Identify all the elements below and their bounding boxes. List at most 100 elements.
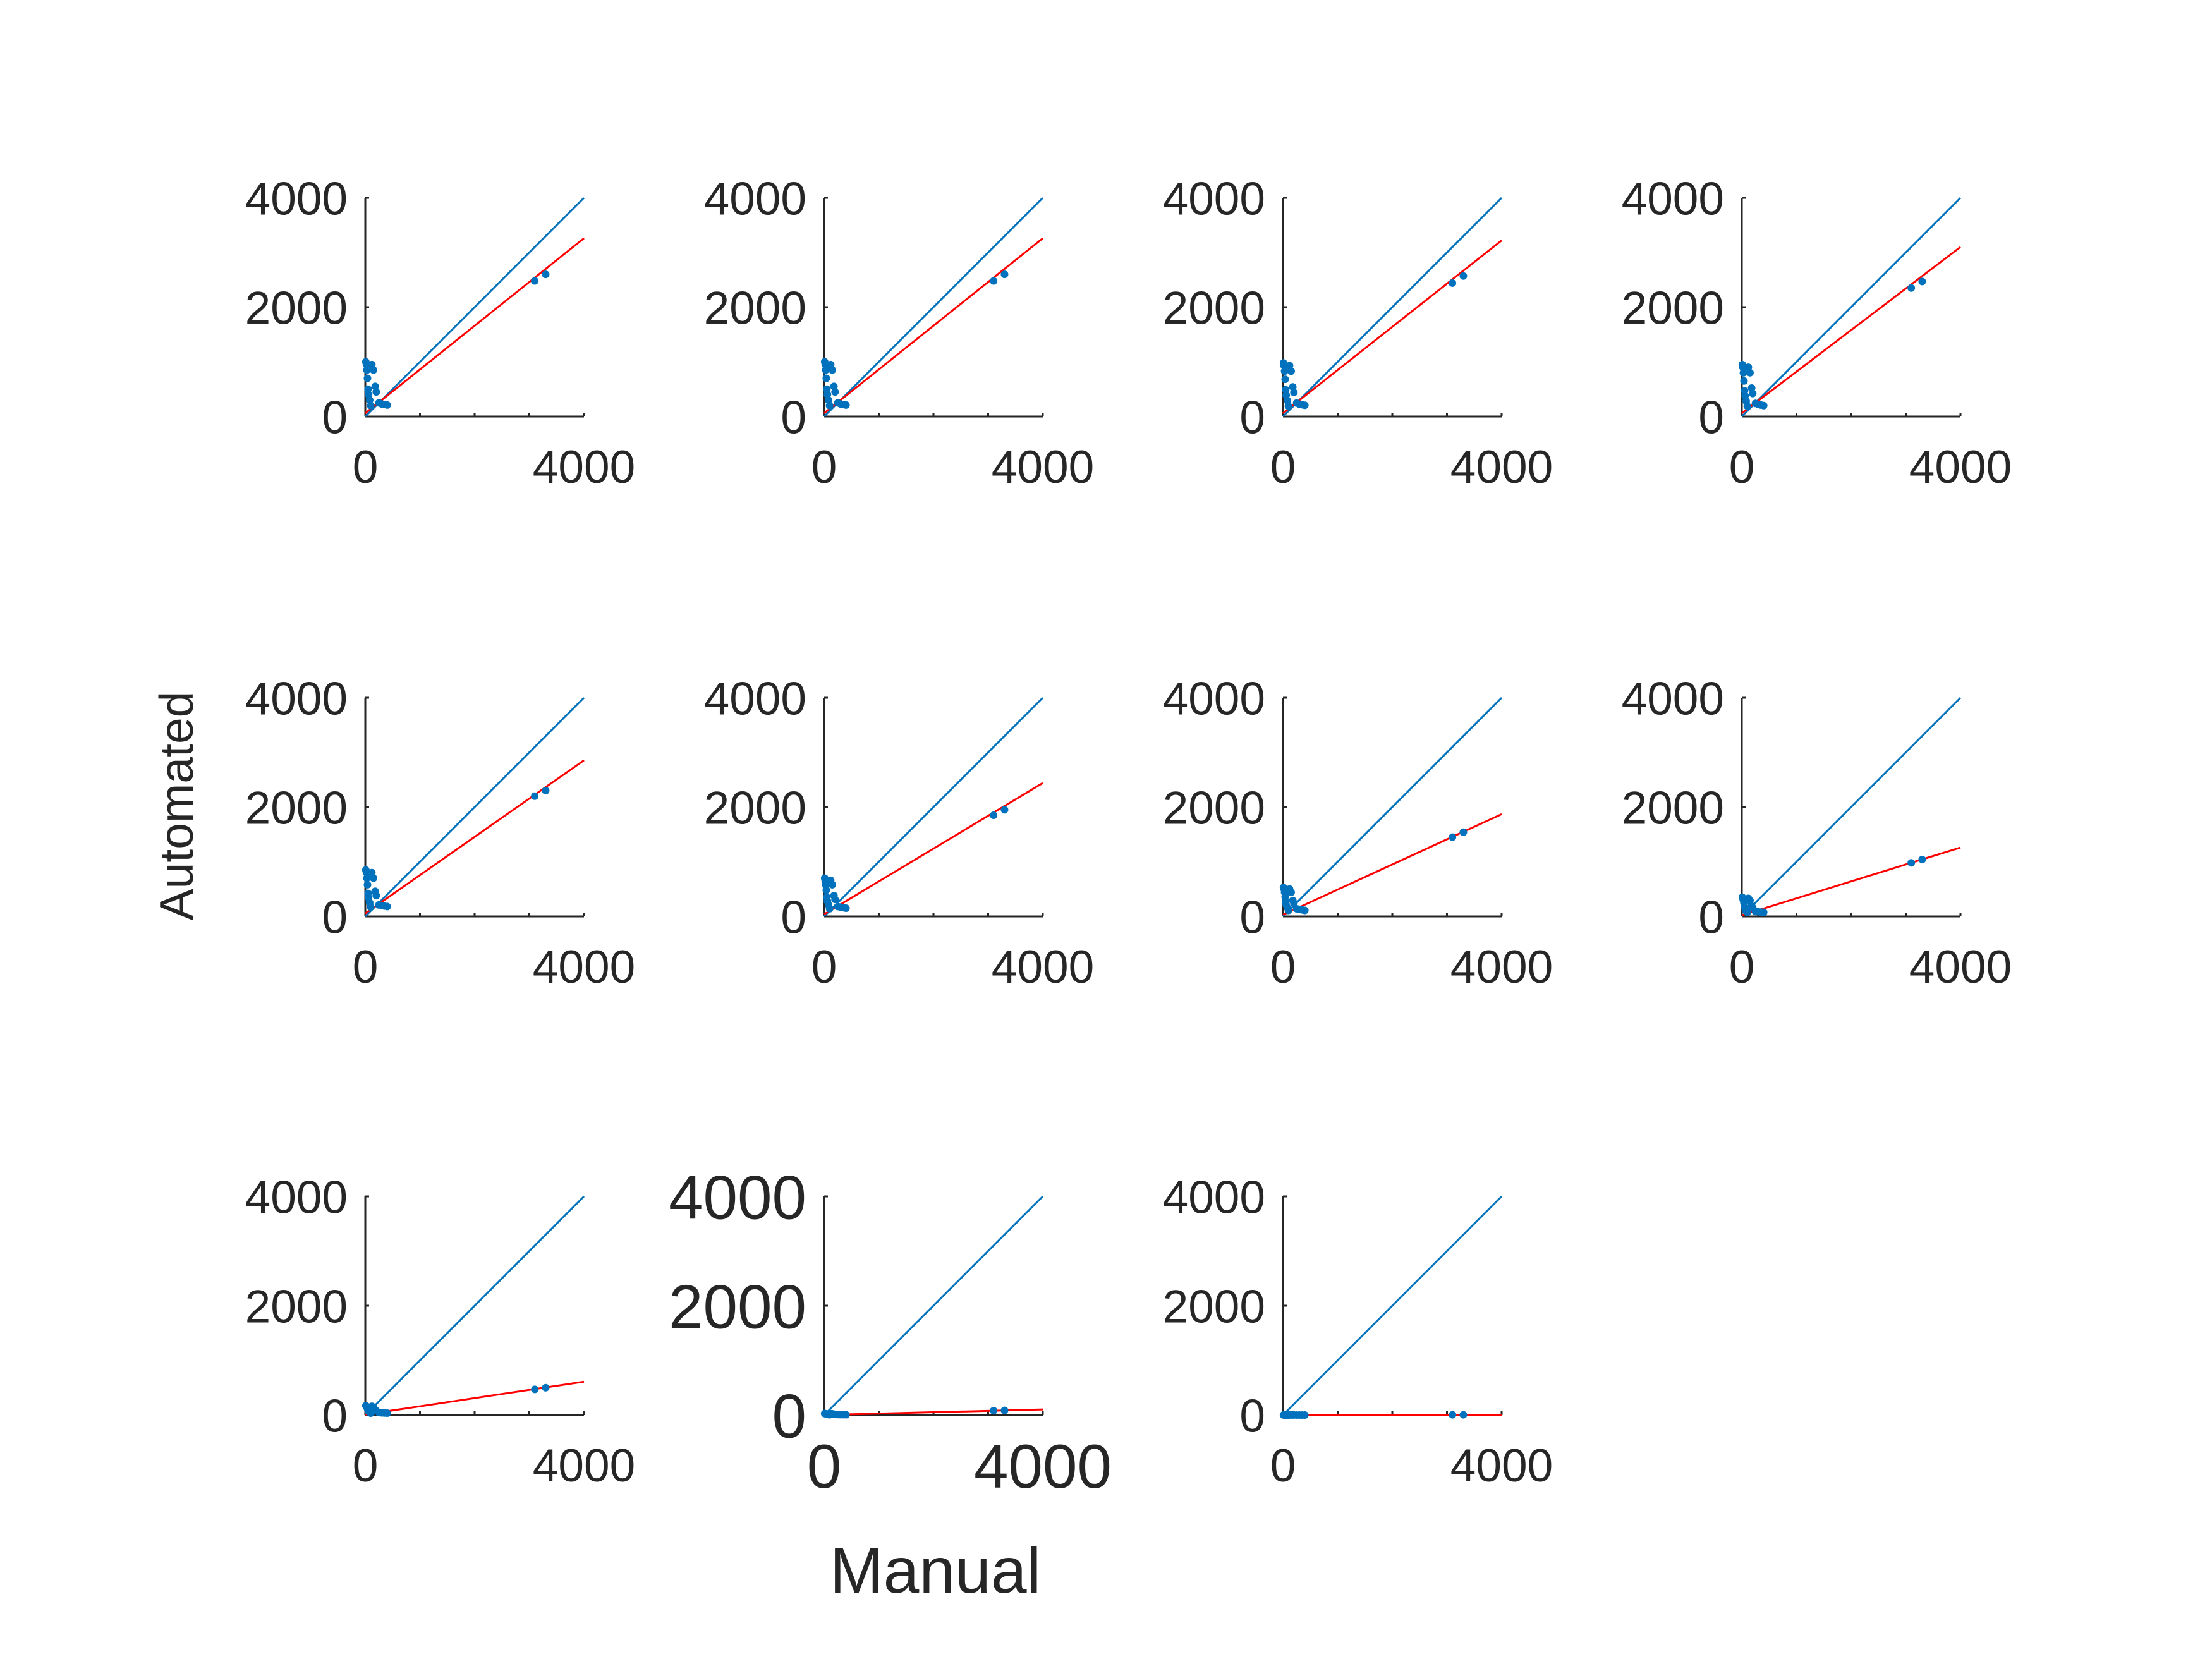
data-point	[1759, 908, 1768, 916]
data-point	[383, 902, 391, 911]
x-tick-label: 0	[807, 1431, 842, 1501]
data-point	[1759, 401, 1768, 410]
data-point	[1000, 806, 1009, 814]
y-tick-label: 2000	[245, 283, 348, 334]
identity-line	[364, 197, 585, 418]
data-point	[542, 787, 550, 795]
x-tick-label: 4000	[992, 942, 1094, 993]
subplot-7: 0 2000 4000 0 4000	[1163, 673, 1553, 993]
identity-line	[1282, 1195, 1503, 1416]
data-point	[1459, 1411, 1468, 1419]
data-point	[828, 880, 836, 889]
data-point	[372, 388, 380, 396]
y-tick-label: 0	[322, 392, 348, 443]
y-tick-label: 0	[1239, 392, 1265, 443]
data-point	[822, 366, 830, 374]
data-point	[1918, 856, 1926, 864]
data-point	[825, 904, 834, 913]
y-tick-label: 2000	[245, 782, 348, 834]
data-point	[363, 880, 372, 889]
data-point	[531, 1385, 539, 1394]
x-tick-label: 4000	[992, 442, 1094, 493]
data-point	[842, 1411, 850, 1419]
identity-line	[364, 696, 585, 918]
fit-line	[823, 782, 1043, 915]
x-tick-label: 4000	[533, 1440, 635, 1492]
data-point	[1743, 908, 1751, 916]
subplot-5: 0 2000 4000 0 4000	[245, 673, 636, 993]
y-tick-label: 4000	[1163, 1172, 1265, 1223]
data-point	[1449, 1411, 1457, 1419]
x-tick-label: 4000	[533, 442, 635, 493]
data-point	[367, 903, 375, 911]
data-point	[1287, 888, 1295, 896]
data-point	[369, 874, 377, 882]
identity-line	[1282, 696, 1503, 918]
data-point	[1449, 279, 1457, 287]
x-tick-label: 4000	[1909, 442, 2012, 493]
x-tick-label: 4000	[1450, 1440, 1553, 1492]
subplot-10: 0 2000 4000 0 4000	[669, 1162, 1112, 1501]
subplot-1: 0 2000 4000 0 4000	[245, 173, 636, 493]
subplot-8: 0 2000 4000 0 4000	[1622, 673, 2012, 993]
y-tick-label: 2000	[245, 1281, 348, 1332]
subplot-3: 0 2000 4000 0 4000	[1163, 173, 1553, 493]
y-tick-label: 0	[322, 892, 348, 943]
data-point	[363, 366, 371, 374]
data-point	[383, 401, 391, 409]
y-tick-label: 2000	[1163, 283, 1265, 334]
y-tick-label: 0	[322, 1390, 348, 1442]
y-tick-label: 0	[1239, 892, 1265, 943]
data-point	[362, 868, 370, 877]
x-tick-label: 0	[1270, 942, 1296, 993]
data-point	[822, 886, 830, 894]
y-tick-label: 2000	[1622, 283, 1724, 334]
identity-line	[364, 1195, 585, 1416]
fit-line	[365, 237, 585, 414]
data-point	[1301, 401, 1309, 410]
x-axis-label: Manual	[830, 1534, 1042, 1607]
data-point	[383, 1409, 391, 1417]
y-tick-label: 2000	[1163, 782, 1265, 834]
data-point	[1749, 389, 1757, 398]
fit-line	[365, 1380, 585, 1416]
data-point	[842, 904, 850, 913]
data-point	[531, 792, 539, 800]
x-tick-label: 0	[1729, 942, 1755, 993]
data-point	[1739, 368, 1747, 377]
subplot-6: 0 2000 4000 0 4000	[704, 673, 1095, 993]
subplot-grid: 0 2000 4000 0 4000 0 2000 4000 0 4000 0 2000 4000 0 40…	[245, 173, 2012, 1501]
fit-line	[823, 237, 1043, 414]
data-point	[531, 277, 539, 285]
data-point	[1000, 270, 1009, 279]
data-point	[1284, 906, 1292, 915]
y-tick-label: 4000	[669, 1162, 806, 1232]
y-tick-label: 4000	[245, 673, 348, 724]
x-tick-label: 4000	[974, 1431, 1112, 1501]
y-tick-label: 4000	[704, 673, 806, 724]
data-point	[1290, 388, 1298, 396]
data-point	[1301, 1411, 1309, 1419]
data-point	[1743, 402, 1751, 410]
data-point	[367, 401, 375, 410]
data-point	[1746, 368, 1754, 377]
data-point	[1000, 1406, 1009, 1414]
data-point	[1459, 272, 1468, 280]
y-tick-label: 2000	[1163, 1281, 1265, 1332]
y-tick-label: 2000	[669, 1272, 806, 1341]
y-tick-label: 4000	[1163, 173, 1265, 224]
x-tick-label: 4000	[1450, 442, 1553, 493]
x-tick-label: 0	[811, 442, 837, 493]
identity-line	[1741, 696, 1962, 918]
data-point	[363, 374, 372, 382]
y-tick-label: 0	[781, 892, 806, 943]
subplot-4: 0 2000 4000 0 4000	[1622, 173, 2012, 493]
x-tick-label: 0	[1729, 442, 1755, 493]
x-tick-label: 0	[353, 1440, 379, 1492]
data-point	[1918, 277, 1926, 286]
data-point	[990, 811, 998, 819]
y-tick-label: 0	[1239, 1390, 1265, 1442]
data-point	[1459, 828, 1468, 836]
data-point	[1301, 906, 1309, 915]
